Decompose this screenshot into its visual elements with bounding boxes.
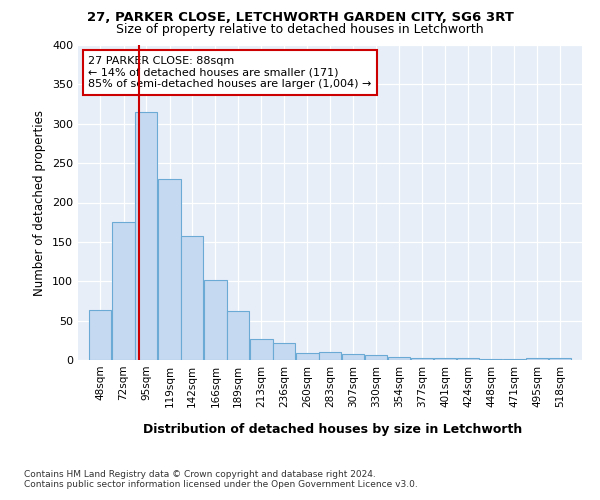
Bar — [343, 354, 364, 360]
Bar — [250, 338, 272, 360]
Bar — [481, 359, 502, 360]
Text: Distribution of detached houses by size in Letchworth: Distribution of detached houses by size … — [143, 422, 523, 436]
Bar — [89, 310, 111, 360]
Text: Contains public sector information licensed under the Open Government Licence v3: Contains public sector information licen… — [24, 480, 418, 489]
Bar — [227, 311, 249, 360]
Bar — [388, 357, 410, 360]
Text: 27 PARKER CLOSE: 88sqm
← 14% of detached houses are smaller (171)
85% of semi-de: 27 PARKER CLOSE: 88sqm ← 14% of detached… — [88, 56, 371, 89]
Bar — [158, 179, 181, 360]
Bar — [273, 344, 295, 360]
Bar — [112, 222, 134, 360]
Bar — [135, 112, 157, 360]
Text: Size of property relative to detached houses in Letchworth: Size of property relative to detached ho… — [116, 22, 484, 36]
Bar — [457, 358, 479, 360]
Text: Contains HM Land Registry data © Crown copyright and database right 2024.: Contains HM Land Registry data © Crown c… — [24, 470, 376, 479]
Text: 27, PARKER CLOSE, LETCHWORTH GARDEN CITY, SG6 3RT: 27, PARKER CLOSE, LETCHWORTH GARDEN CITY… — [86, 11, 514, 24]
Bar — [181, 236, 203, 360]
Bar — [526, 358, 548, 360]
Bar — [549, 358, 571, 360]
Bar — [434, 358, 457, 360]
Bar — [411, 358, 433, 360]
Bar — [205, 280, 227, 360]
Y-axis label: Number of detached properties: Number of detached properties — [34, 110, 46, 296]
Bar — [365, 356, 387, 360]
Bar — [319, 352, 341, 360]
Bar — [503, 359, 525, 360]
Bar — [296, 353, 319, 360]
